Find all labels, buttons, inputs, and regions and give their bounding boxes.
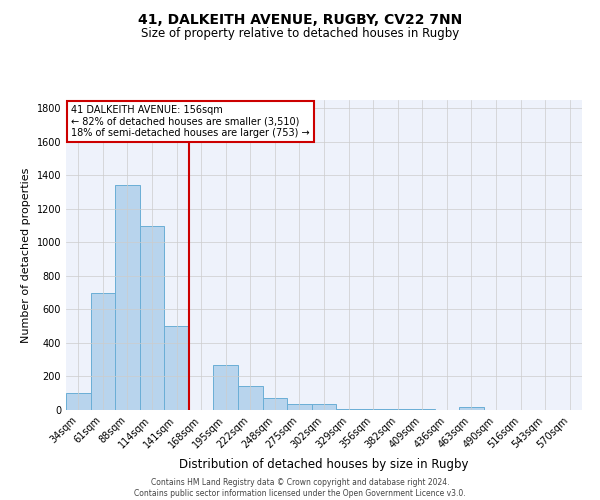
Bar bbox=[164, 326, 189, 410]
Bar bbox=[91, 292, 115, 410]
Text: 41, DALKEITH AVENUE, RUGBY, CV22 7NN: 41, DALKEITH AVENUE, RUGBY, CV22 7NN bbox=[138, 12, 462, 26]
Bar bbox=[214, 365, 238, 410]
Y-axis label: Number of detached properties: Number of detached properties bbox=[21, 168, 31, 342]
Text: Size of property relative to detached houses in Rugby: Size of property relative to detached ho… bbox=[141, 28, 459, 40]
Bar bbox=[115, 186, 140, 410]
Text: 41 DALKEITH AVENUE: 156sqm
← 82% of detached houses are smaller (3,510)
18% of s: 41 DALKEITH AVENUE: 156sqm ← 82% of deta… bbox=[71, 104, 310, 138]
Bar bbox=[336, 408, 361, 410]
X-axis label: Distribution of detached houses by size in Rugby: Distribution of detached houses by size … bbox=[179, 458, 469, 471]
Bar bbox=[140, 226, 164, 410]
Bar bbox=[361, 409, 385, 410]
Bar bbox=[312, 404, 336, 410]
Bar bbox=[459, 408, 484, 410]
Bar bbox=[263, 398, 287, 410]
Bar bbox=[66, 393, 91, 410]
Bar bbox=[238, 386, 263, 410]
Bar bbox=[410, 409, 434, 410]
Bar bbox=[287, 404, 312, 410]
Text: Contains HM Land Registry data © Crown copyright and database right 2024.
Contai: Contains HM Land Registry data © Crown c… bbox=[134, 478, 466, 498]
Bar bbox=[385, 409, 410, 410]
